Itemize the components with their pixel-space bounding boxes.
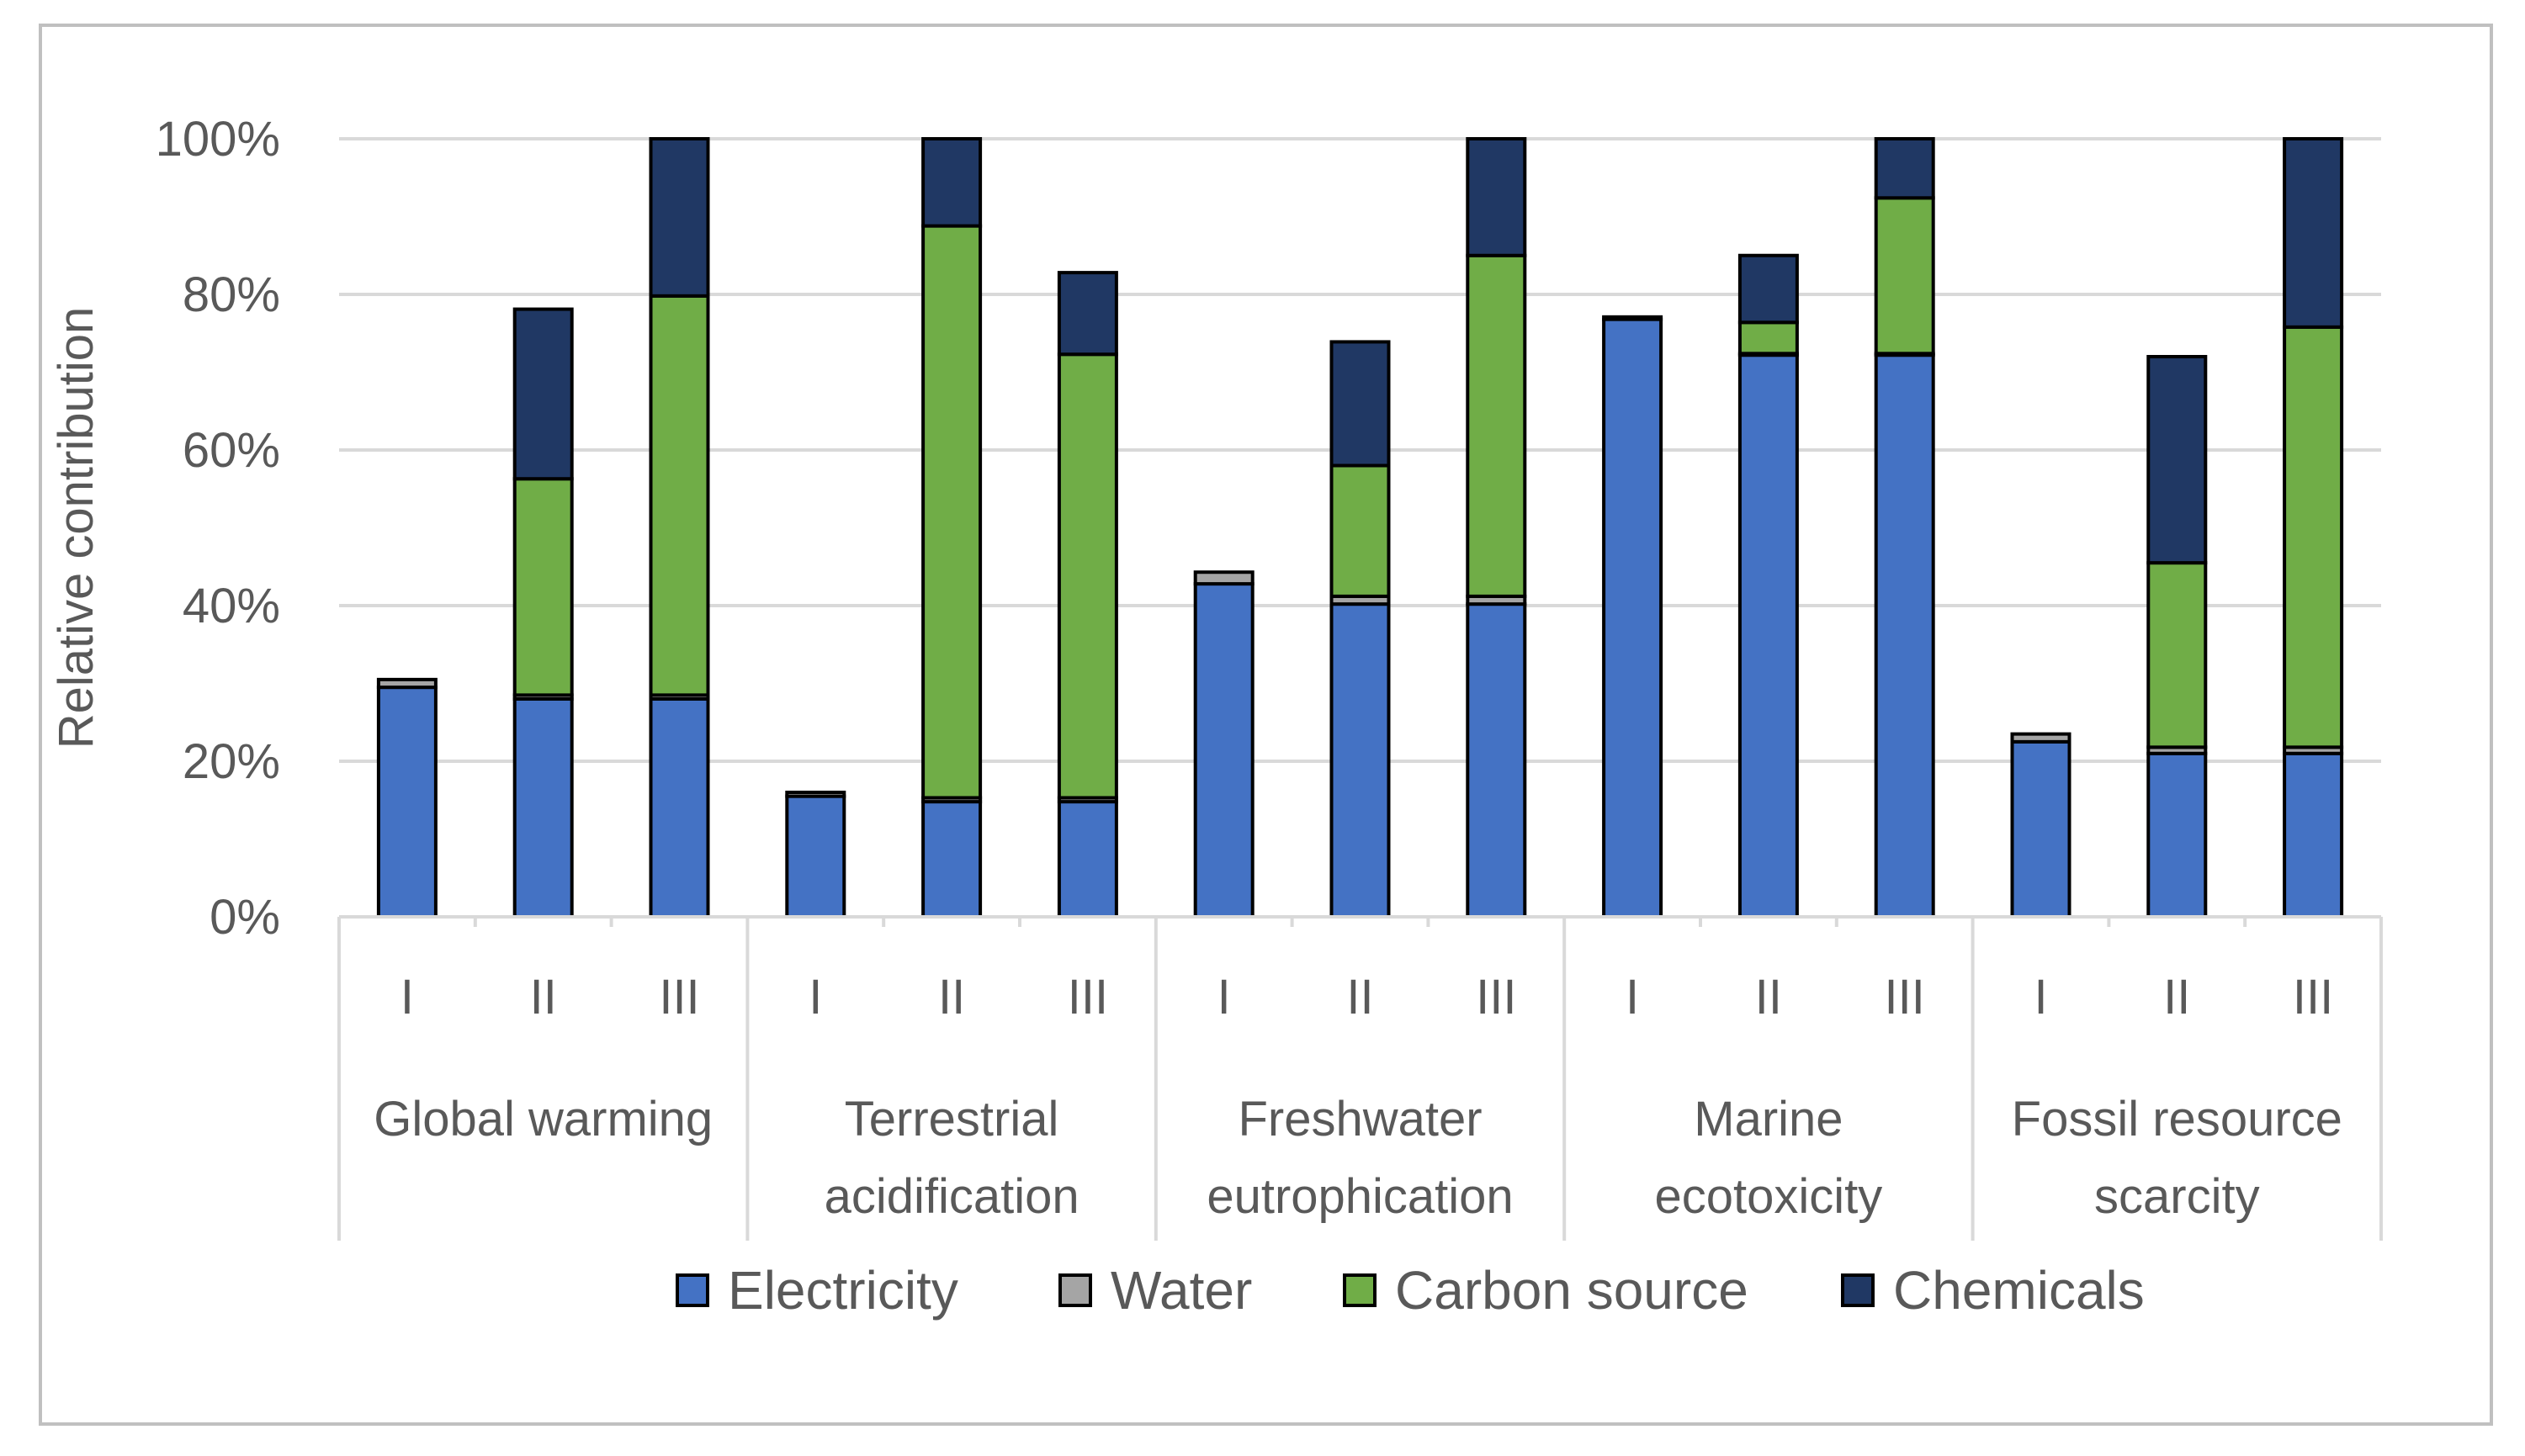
bar-segment (512, 697, 574, 919)
bar-segment (1466, 137, 1527, 257)
bar-segment (512, 477, 574, 697)
subcategory-label: II (530, 970, 557, 1024)
bar-segment (921, 800, 983, 919)
bar-segment (921, 137, 983, 228)
legend-swatch (1841, 1273, 1875, 1307)
chart-border (39, 24, 2493, 1426)
bar-segment (1602, 317, 1663, 919)
bar-segment (1057, 352, 1118, 800)
group-label: Fossil resource scarcity (2012, 1092, 2342, 1224)
subcategory-label: II (1755, 970, 1782, 1024)
bar-segment (376, 677, 438, 690)
bar-segment (1737, 253, 1799, 325)
bar-segment (649, 697, 710, 919)
bar-segment (376, 686, 438, 919)
legend-swatch (676, 1273, 709, 1307)
legend: Electricity Water Carbon source Chemicals (676, 1260, 2145, 1321)
bar-segment (1466, 253, 1527, 598)
y-tick-label: 0% (210, 890, 280, 945)
y-tick-label: 80% (183, 267, 280, 322)
subcategory-label: III (1068, 970, 1108, 1024)
bar-segment (649, 294, 710, 697)
legend-label: Carbon source (1395, 1260, 1748, 1321)
bar-segment (2010, 732, 2071, 744)
bar-segment (2146, 751, 2208, 919)
subcategory-label: I (1626, 970, 1639, 1024)
y-tick-labels: 0% 20% 40% 60% 80% 100% (156, 112, 280, 945)
bar-segment (649, 137, 710, 298)
bar-segment (1874, 137, 1935, 200)
subcategory-label: II (938, 970, 965, 1024)
y-tick-label: 100% (156, 112, 280, 167)
bar-segment (1737, 320, 1799, 356)
subcategory-label: I (1217, 970, 1231, 1024)
legend-label: Electricity (728, 1260, 958, 1321)
bar-segment (2146, 355, 2208, 565)
bar-segment (1329, 602, 1391, 919)
legend-swatch (1343, 1273, 1377, 1307)
bar-segment (1329, 340, 1391, 468)
bar-segment (1602, 315, 1663, 321)
subcategory-label: II (2163, 970, 2190, 1024)
group-label: Global warming (374, 1092, 713, 1146)
bar-segment (1737, 353, 1799, 919)
subcategory-label: I (809, 970, 822, 1024)
bar-segment (2283, 137, 2344, 329)
subcategory-label: I (400, 970, 414, 1024)
group-label: Marine ecotoxicity (1655, 1092, 1883, 1224)
bar-segment (1057, 800, 1118, 919)
subcategory-label: III (1476, 970, 1516, 1024)
y-tick-label: 20% (183, 734, 280, 789)
bar-segment (1057, 271, 1118, 357)
bar-segment (1193, 582, 1255, 919)
subcategory-label: III (659, 970, 699, 1024)
group-label: Freshwater eutrophication (1207, 1092, 1513, 1224)
bar-segment (1193, 570, 1255, 586)
bar-segment (2283, 751, 2344, 919)
subcategory-label: III (2293, 970, 2333, 1024)
subcategory-label: III (1885, 970, 1925, 1024)
bar-segment (1466, 602, 1527, 919)
legend-label: Chemicals (1893, 1260, 2145, 1321)
y-tick-label: 40% (183, 579, 280, 633)
bar-segment (2010, 739, 2071, 919)
bar-segment (2146, 561, 2208, 749)
bar-segment (1329, 463, 1391, 598)
legend-label: Water (1111, 1260, 1252, 1321)
bars (376, 137, 2344, 919)
group-label: Terrestrial acidification (825, 1092, 1079, 1224)
bar-segment (2283, 325, 2344, 749)
subcategory-label: I (2034, 970, 2047, 1024)
bar-segment (512, 307, 574, 481)
bar-segment (785, 791, 846, 798)
subcategory-label: II (1346, 970, 1373, 1024)
legend-swatch (1058, 1273, 1092, 1307)
bar-segment (921, 224, 983, 800)
bar-segment (1874, 196, 1935, 356)
bar-segment (1874, 353, 1935, 919)
y-axis-title: Relative contribution (49, 307, 103, 749)
bar-segment (785, 794, 846, 919)
axes (337, 915, 2383, 1241)
y-tick-label: 60% (183, 423, 280, 478)
